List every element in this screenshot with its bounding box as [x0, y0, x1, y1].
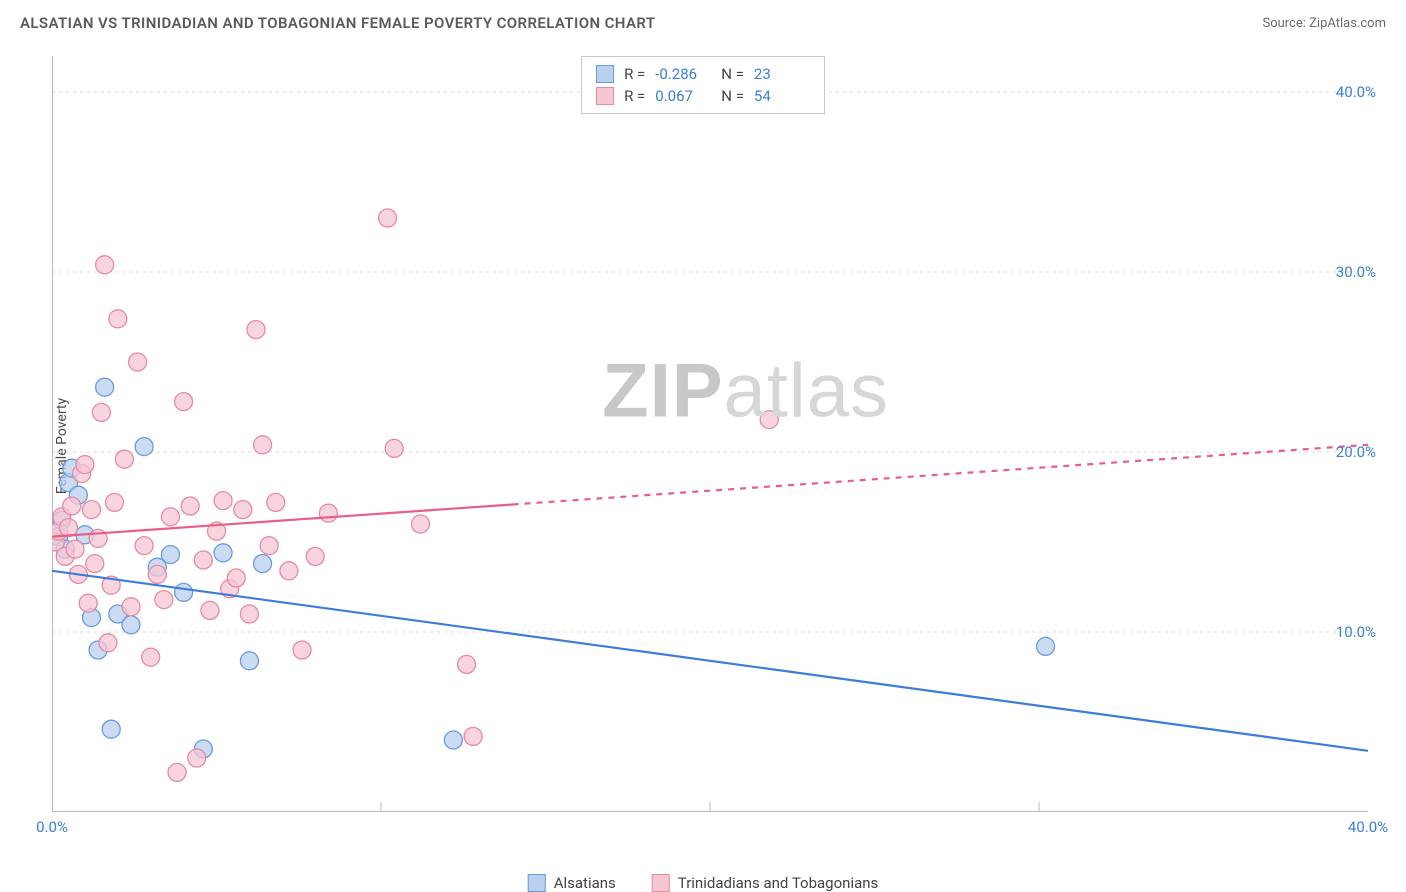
legend-swatch-icon — [596, 65, 614, 83]
chart-header: ALSATIAN VS TRINIDADIAN AND TOBAGONIAN F… — [0, 0, 1406, 42]
chart-title: ALSATIAN VS TRINIDADIAN AND TOBAGONIAN F… — [20, 14, 655, 32]
stat-r-value: 0.067 — [655, 87, 711, 105]
stat-n-value: 23 — [754, 65, 810, 83]
stat-n-value: 54 — [754, 87, 810, 105]
stat-r-value: -0.286 — [655, 65, 711, 83]
stats-row-trinidadians: R = 0.067 N = 54 — [596, 85, 810, 107]
stat-r-label: R = — [624, 87, 645, 105]
y-tick-label: 40.0% — [1336, 83, 1376, 101]
x-tick-label: 40.0% — [1348, 818, 1388, 836]
y-tick-label: 20.0% — [1336, 443, 1376, 461]
stat-n-label: N = — [721, 87, 744, 105]
legend-label: Alsatians — [554, 874, 616, 892]
series-legend: Alsatians Trinidadians and Tobagonians — [528, 874, 879, 892]
y-tick-label: 30.0% — [1336, 263, 1376, 281]
stat-r-label: R = — [624, 65, 645, 83]
stat-n-label: N = — [721, 65, 744, 83]
legend-swatch-icon — [528, 874, 546, 892]
legend-swatch-icon — [652, 874, 670, 892]
chart-source: Source: ZipAtlas.com — [1262, 16, 1386, 31]
legend-item-trinidadians: Trinidadians and Tobagonians — [652, 874, 878, 892]
chart-area: ZIPatlas 10.0%20.0%30.0%40.0% 0.0%40.0% — [52, 56, 1386, 836]
legend-item-alsatians: Alsatians — [528, 874, 616, 892]
stats-row-alsatians: R = -0.286 N = 23 — [596, 63, 810, 85]
x-tick-label: 0.0% — [36, 818, 68, 836]
y-tick-label: 10.0% — [1336, 623, 1376, 641]
legend-swatch-icon — [596, 87, 614, 105]
legend-label: Trinidadians and Tobagonians — [678, 874, 878, 892]
correlation-stats-box: R = -0.286 N = 23 R = 0.067 N = 54 — [581, 56, 825, 114]
scatter-plot-svg — [52, 56, 1368, 812]
